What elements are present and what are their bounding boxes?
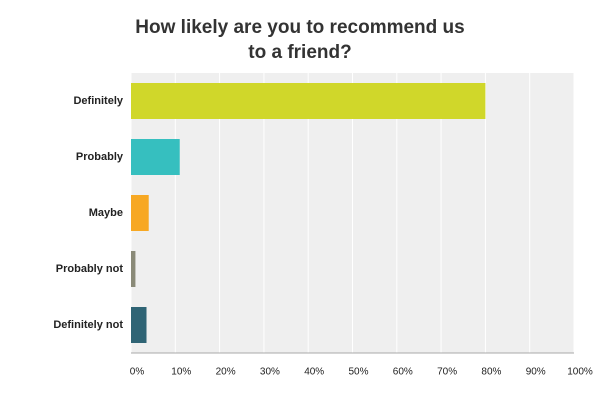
y-tick-label: Probably not — [56, 263, 124, 275]
chart-title: How likely are you to recommend us — [135, 17, 464, 38]
x-tick-label: 60% — [393, 367, 413, 378]
x-tick-label: 20% — [216, 367, 236, 378]
x-tick-label: 50% — [348, 367, 368, 378]
bar — [131, 307, 147, 343]
x-tick-label: 100% — [567, 367, 593, 378]
bar — [131, 195, 149, 231]
x-tick-label: 10% — [171, 367, 191, 378]
bar — [131, 251, 136, 287]
x-tick-label: 80% — [481, 367, 501, 378]
x-tick-label: 30% — [260, 367, 280, 378]
chart-title: to a friend? — [248, 42, 351, 63]
y-tick-label: Definitely — [73, 95, 123, 107]
bar — [131, 139, 180, 175]
x-tick-label: 90% — [526, 367, 546, 378]
y-tick-label: Probably — [76, 151, 124, 163]
y-tick-label: Maybe — [89, 207, 123, 219]
y-tick-label: Definitely not — [53, 319, 123, 331]
x-tick-label: 40% — [304, 367, 324, 378]
bar — [131, 83, 486, 119]
x-tick-label: 0% — [130, 367, 145, 378]
x-tick-label: 70% — [437, 367, 457, 378]
